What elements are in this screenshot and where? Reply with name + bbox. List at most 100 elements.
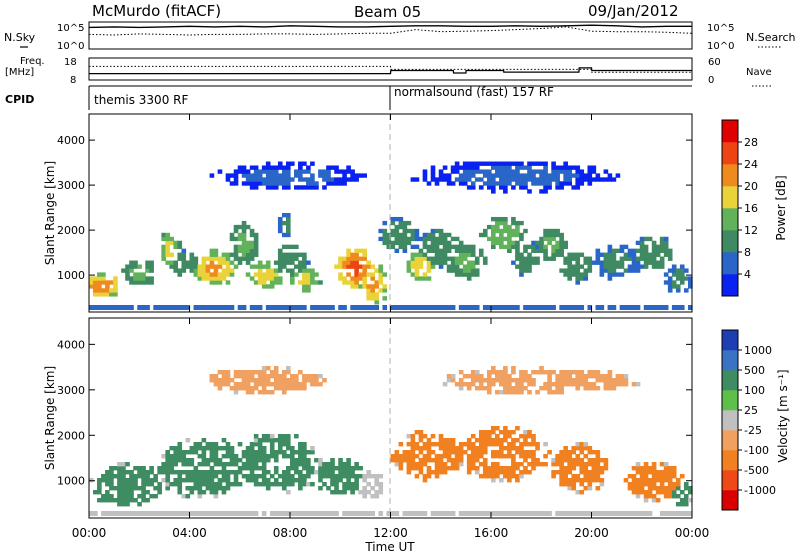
data-cell — [406, 260, 412, 265]
data-cell — [491, 454, 496, 459]
data-cell — [185, 511, 191, 516]
data-cell — [575, 446, 581, 451]
data-cell — [229, 260, 235, 265]
data-cell — [410, 264, 416, 269]
data-cell — [418, 264, 424, 269]
data-cell — [257, 374, 263, 379]
data-cell — [273, 382, 279, 387]
data-cell — [306, 272, 311, 277]
data-cell — [117, 498, 122, 503]
data-cell — [563, 305, 568, 310]
data-cell — [241, 382, 247, 387]
data-cell — [249, 244, 255, 250]
data-cell — [298, 169, 303, 174]
data-cell — [165, 232, 170, 238]
data-cell — [117, 486, 122, 491]
data-cell — [547, 390, 552, 395]
data-cell — [422, 256, 428, 261]
data-cell — [511, 244, 516, 250]
data-cell — [362, 494, 367, 499]
data-cell — [310, 446, 315, 451]
data-cell — [290, 305, 295, 310]
data-cell — [121, 482, 126, 487]
data-cell — [499, 442, 504, 447]
data-cell — [346, 248, 351, 253]
data-cell — [285, 386, 291, 391]
data-cell — [454, 260, 460, 265]
data-cell — [486, 173, 492, 178]
data-cell — [523, 434, 528, 439]
data-cell — [555, 511, 560, 516]
data-cell — [241, 450, 247, 455]
data-cell — [350, 260, 355, 265]
data-cell — [382, 236, 388, 242]
data-cell — [462, 442, 468, 447]
data-cell — [422, 232, 428, 238]
data-cell — [571, 378, 577, 383]
data-cell — [462, 511, 468, 516]
data-cell — [559, 236, 564, 242]
data-cell — [346, 474, 351, 479]
data-cell — [133, 260, 138, 265]
data-cell — [599, 264, 605, 269]
data-cell — [470, 248, 476, 253]
data-cell — [249, 511, 255, 516]
data-cell — [406, 268, 412, 273]
data-cell — [306, 260, 311, 265]
data-cell — [426, 466, 432, 471]
data-cell — [201, 482, 207, 487]
data-cell — [503, 374, 508, 379]
data-cell — [201, 470, 207, 475]
data-cell — [458, 462, 464, 467]
data-cell — [503, 511, 508, 516]
data-cell — [117, 482, 122, 487]
data-cell — [499, 390, 504, 395]
data-cell — [298, 458, 303, 463]
data-cell — [410, 462, 416, 467]
data-cell — [615, 382, 621, 387]
data-cell — [539, 462, 544, 467]
data-cell — [354, 305, 359, 310]
data-cell — [225, 280, 231, 285]
data-cell — [261, 264, 267, 269]
data-cell — [145, 268, 150, 273]
noise-left-tick-bottom: 10^0 — [57, 41, 84, 52]
data-cell — [583, 386, 589, 391]
data-cell — [326, 511, 331, 516]
data-cell — [491, 244, 496, 250]
data-cell — [145, 260, 150, 265]
data-cell — [482, 438, 488, 443]
data-cell — [426, 470, 432, 475]
data-cell — [515, 462, 520, 467]
data-cell — [635, 260, 641, 265]
ytick-label: 3000 — [57, 384, 85, 397]
data-cell — [450, 260, 456, 265]
data-cell — [346, 169, 351, 174]
data-cell — [145, 478, 150, 483]
data-cell — [687, 511, 693, 516]
data-cell — [402, 458, 408, 463]
data-cell — [245, 240, 251, 246]
data-cell — [314, 272, 319, 277]
data-cell — [370, 494, 376, 499]
data-cell — [257, 390, 263, 395]
data-cell — [229, 252, 235, 257]
data-cell — [559, 169, 564, 174]
data-cell — [434, 256, 440, 261]
data-cell — [233, 173, 239, 178]
data-cell — [418, 276, 424, 281]
data-cell — [635, 490, 641, 495]
data-cell — [555, 165, 560, 170]
data-cell — [261, 181, 267, 186]
data-cell — [265, 276, 271, 281]
data-cell — [306, 462, 311, 467]
data-cell — [290, 177, 295, 182]
data-cell — [571, 511, 577, 516]
data-cell — [306, 374, 311, 379]
data-cell — [511, 177, 516, 182]
data-cell — [607, 378, 613, 383]
data-cell — [478, 378, 484, 383]
data-cell — [177, 478, 183, 483]
data-cell — [306, 181, 311, 186]
data-cell — [294, 378, 299, 383]
